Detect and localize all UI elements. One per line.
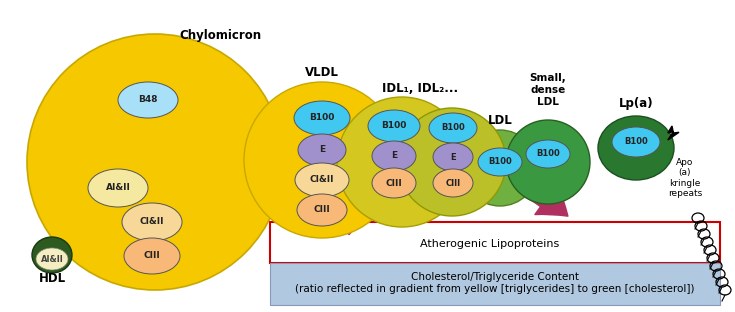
Ellipse shape — [36, 248, 68, 270]
Text: B100: B100 — [381, 121, 406, 130]
Ellipse shape — [612, 127, 660, 157]
Text: B48: B48 — [138, 95, 158, 105]
Ellipse shape — [598, 116, 674, 180]
Ellipse shape — [506, 120, 590, 204]
Text: HDL: HDL — [38, 271, 65, 285]
Ellipse shape — [294, 101, 350, 135]
Text: B100: B100 — [309, 114, 334, 123]
Text: CIII: CIII — [445, 178, 461, 188]
Ellipse shape — [429, 113, 477, 143]
Ellipse shape — [372, 168, 416, 198]
FancyArrowPatch shape — [334, 156, 568, 235]
Text: B100: B100 — [624, 138, 648, 147]
Text: Atherogenic Lipoproteins: Atherogenic Lipoproteins — [420, 239, 559, 249]
Ellipse shape — [433, 169, 473, 197]
Text: Cholesterol/Triglyceride Content
(ratio reflected in gradient from yellow [trigl: Cholesterol/Triglyceride Content (ratio … — [295, 272, 695, 294]
Ellipse shape — [462, 130, 538, 206]
Text: Chylomicron: Chylomicron — [179, 30, 261, 42]
Text: B100: B100 — [441, 124, 465, 133]
Text: CIII: CIII — [314, 206, 330, 215]
Ellipse shape — [124, 238, 180, 274]
Ellipse shape — [295, 163, 349, 197]
Ellipse shape — [526, 140, 570, 168]
Text: CI&II: CI&II — [140, 217, 164, 227]
Text: B100: B100 — [536, 149, 560, 158]
Ellipse shape — [32, 237, 72, 273]
Ellipse shape — [337, 97, 467, 227]
Text: AI&II: AI&II — [40, 255, 63, 264]
Ellipse shape — [118, 82, 178, 118]
Ellipse shape — [88, 169, 148, 207]
Text: CI&II: CI&II — [309, 175, 334, 184]
Text: B100: B100 — [488, 158, 512, 167]
Ellipse shape — [298, 134, 346, 166]
Text: Apo
(a)
kringle
repeats: Apo (a) kringle repeats — [668, 158, 702, 198]
Text: Lp(a): Lp(a) — [619, 97, 653, 110]
Ellipse shape — [433, 143, 473, 171]
Ellipse shape — [368, 110, 420, 142]
Bar — [270, 222, 720, 263]
Text: Small,
dense
LDL: Small, dense LDL — [530, 73, 567, 107]
Ellipse shape — [478, 148, 522, 176]
Text: VLDL: VLDL — [305, 66, 339, 79]
Text: AI&II: AI&II — [106, 183, 130, 193]
Bar — [270, 263, 720, 305]
Ellipse shape — [372, 141, 416, 171]
Ellipse shape — [122, 203, 182, 241]
Polygon shape — [668, 126, 679, 140]
Text: E: E — [450, 153, 456, 162]
Text: CIII: CIII — [143, 251, 160, 261]
Ellipse shape — [297, 194, 347, 226]
Ellipse shape — [27, 34, 283, 290]
Ellipse shape — [398, 108, 506, 216]
Ellipse shape — [244, 82, 400, 238]
Text: CIII: CIII — [386, 178, 402, 188]
Text: LDL: LDL — [487, 114, 512, 126]
Text: E: E — [391, 152, 397, 160]
Text: E: E — [319, 145, 325, 154]
Text: IDL₁, IDL₂...: IDL₁, IDL₂... — [382, 81, 458, 95]
